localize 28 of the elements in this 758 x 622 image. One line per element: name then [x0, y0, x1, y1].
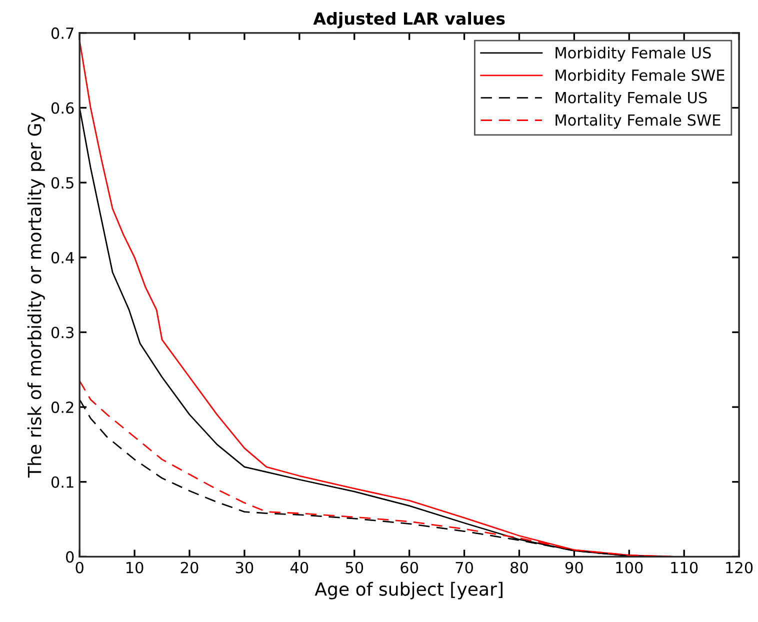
chart-title: Adjusted LAR values: [313, 12, 505, 28]
y-tick-label: 0.7: [51, 27, 74, 39]
x-tick-label: 100: [616, 562, 643, 574]
x-axis-title: Age of subject [year]: [314, 582, 502, 600]
legend-label: Morbidity Female US: [556, 46, 711, 62]
x-tick-label: 50: [346, 562, 364, 574]
y-tick-label: 0.2: [51, 402, 74, 414]
y-axis-title: The risk of morbidity or mortality per Gy: [27, 112, 45, 478]
x-tick-label: 60: [400, 562, 418, 574]
x-tick-label: 70: [456, 562, 473, 574]
x-tick-label: 120: [726, 562, 753, 574]
y-tick-label: 0.5: [51, 177, 74, 189]
legend-label: Mortality Female SWE: [556, 114, 720, 129]
x-tick-label: 80: [510, 562, 528, 574]
x-tick-label: 40: [290, 562, 308, 574]
x-tick-label: 90: [565, 562, 583, 574]
x-tick-label: 30: [236, 562, 254, 574]
x-tick-label: 10: [126, 562, 144, 574]
x-tick-label: 110: [671, 562, 698, 574]
y-tick-label: 0.1: [51, 476, 74, 488]
x-tick-label: 0: [76, 562, 84, 574]
y-tick-label: 0.4: [51, 252, 74, 264]
y-tick-label: 0: [66, 551, 74, 563]
legend-label: Morbidity Female SWE: [556, 69, 724, 84]
y-tick-label: 0.3: [51, 326, 74, 338]
legend-label: Mortality Female US: [556, 92, 707, 106]
x-tick-label: 20: [180, 562, 198, 574]
y-tick-label: 0.6: [51, 102, 74, 114]
